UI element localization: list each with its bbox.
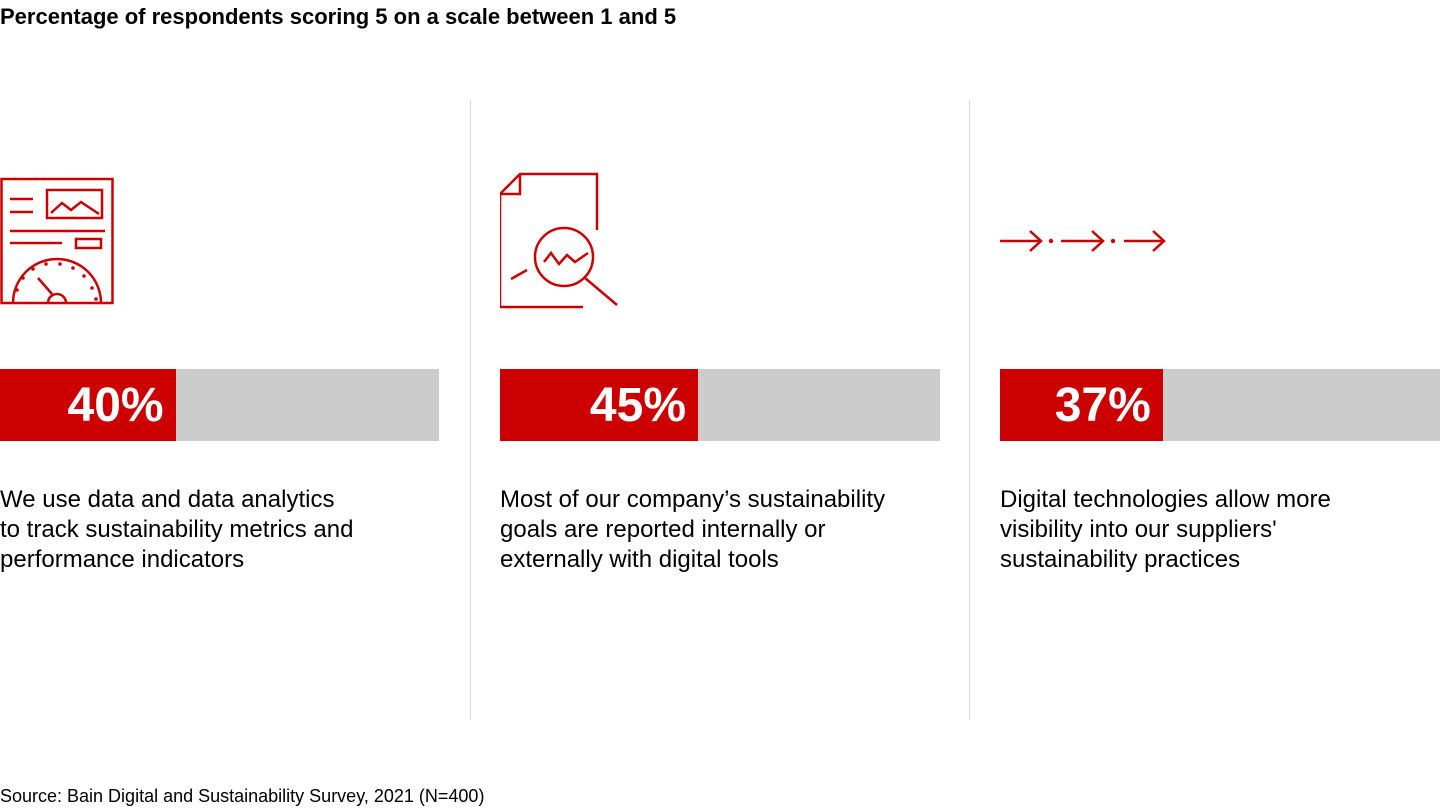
description-line: Digital technologies allow more xyxy=(1000,486,1331,513)
document-magnifier-icon xyxy=(500,172,618,309)
description-line: externally with digital tools xyxy=(500,546,779,573)
description-line: Most of our company’s sustainability xyxy=(500,486,886,513)
bar-fill: 40% xyxy=(0,369,176,441)
description-line: sustainability practices xyxy=(1000,546,1241,573)
bar-description: Digital technologies allow more visibili… xyxy=(1000,485,1420,575)
bar-description: Most of our company’s sustainability goa… xyxy=(500,485,920,575)
arrow-chain-icon xyxy=(1000,230,1166,252)
panel-divider-2 xyxy=(969,100,970,720)
description-line: goals are reported internally or xyxy=(500,516,826,543)
description-line: performance indicators xyxy=(0,546,245,573)
source-note: Source: Bain Digital and Sustainability … xyxy=(0,786,485,806)
panel-divider-1 xyxy=(470,100,471,720)
panel-digital-reporting: 45% Most of our company’s sustainability… xyxy=(500,0,940,810)
bar-value-label: 45% xyxy=(589,378,686,432)
bar-track: 45% xyxy=(500,369,940,441)
bar-value-label: 37% xyxy=(1054,378,1151,432)
bar-value-label: 40% xyxy=(67,378,164,432)
bar-track: 40% xyxy=(0,369,439,441)
bar-track: 37% xyxy=(1000,369,1440,441)
panel-data-analytics: 40% We use data and data analytics to tr… xyxy=(0,0,440,810)
panel-supplier-visibility: 37% Digital technologies allow more visi… xyxy=(1000,0,1440,810)
description-line: We use data and data analytics xyxy=(0,486,335,513)
description-line: visibility into our suppliers' xyxy=(1000,516,1277,543)
bar-description: We use data and data analytics to track … xyxy=(0,485,420,575)
bar-fill: 37% xyxy=(1000,369,1163,441)
dashboard-report-icon xyxy=(0,177,114,305)
chart-title: Percentage of respondents scoring 5 on a… xyxy=(0,4,677,29)
description-line: to track sustainability metrics and xyxy=(0,516,354,543)
bar-fill: 45% xyxy=(500,369,698,441)
